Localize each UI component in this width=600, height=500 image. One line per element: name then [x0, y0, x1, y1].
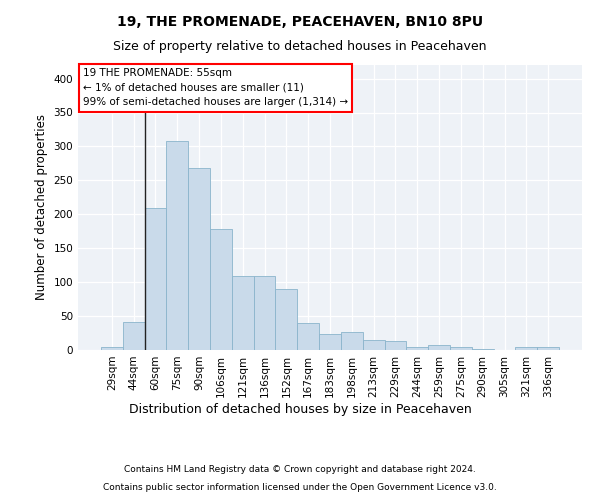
Bar	[385, 341, 406, 350]
Bar	[232, 276, 254, 350]
Text: Size of property relative to detached houses in Peacehaven: Size of property relative to detached ho…	[113, 40, 487, 53]
Bar	[537, 348, 559, 350]
Text: Contains public sector information licensed under the Open Government Licence v3: Contains public sector information licen…	[103, 482, 497, 492]
Bar	[254, 276, 275, 350]
Bar	[363, 340, 385, 350]
Bar	[515, 348, 537, 350]
Bar	[145, 208, 166, 350]
Bar	[319, 334, 341, 350]
Bar	[341, 332, 363, 350]
Text: Distribution of detached houses by size in Peacehaven: Distribution of detached houses by size …	[128, 402, 472, 415]
Y-axis label: Number of detached properties: Number of detached properties	[35, 114, 48, 300]
Bar	[188, 168, 210, 350]
Bar	[210, 229, 232, 350]
Bar	[101, 346, 123, 350]
Bar	[275, 289, 297, 350]
Bar	[472, 348, 494, 350]
Bar	[428, 345, 450, 350]
Bar	[297, 323, 319, 350]
Bar	[406, 346, 428, 350]
Bar	[166, 141, 188, 350]
Text: 19, THE PROMENADE, PEACEHAVEN, BN10 8PU: 19, THE PROMENADE, PEACEHAVEN, BN10 8PU	[117, 15, 483, 29]
Bar	[123, 322, 145, 350]
Text: 19 THE PROMENADE: 55sqm
← 1% of detached houses are smaller (11)
99% of semi-det: 19 THE PROMENADE: 55sqm ← 1% of detached…	[83, 68, 348, 108]
Bar	[450, 348, 472, 350]
Text: Contains HM Land Registry data © Crown copyright and database right 2024.: Contains HM Land Registry data © Crown c…	[124, 465, 476, 474]
